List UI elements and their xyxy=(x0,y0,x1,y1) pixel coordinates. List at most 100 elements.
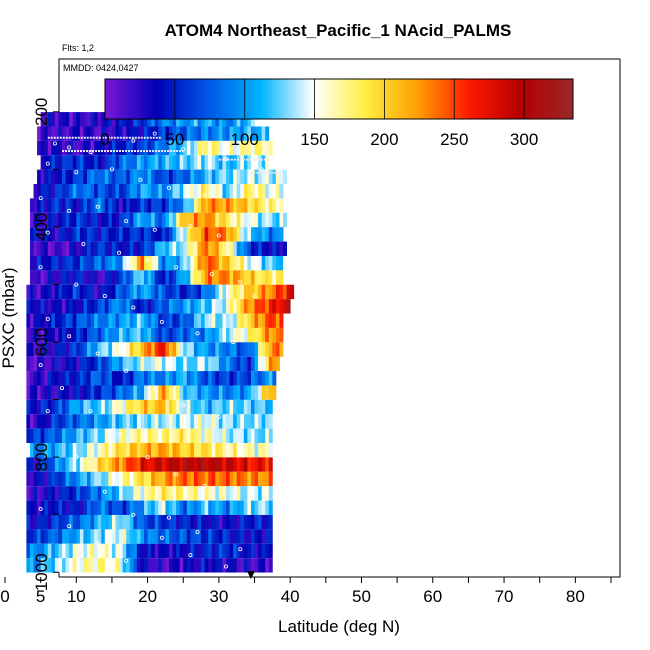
heat-cell xyxy=(151,529,156,544)
heat-cell xyxy=(69,414,74,429)
heat-cell xyxy=(197,327,202,343)
heat-cell xyxy=(101,486,106,501)
heat-cell xyxy=(208,155,213,170)
heat-cell xyxy=(90,212,95,228)
heat-cell xyxy=(108,514,113,530)
heat-cell xyxy=(165,399,170,415)
sample-point xyxy=(95,204,100,209)
heat-cell xyxy=(76,371,81,386)
heat-cell xyxy=(204,428,209,444)
heat-cell xyxy=(119,255,124,271)
location-marker xyxy=(246,571,255,579)
colorbar-swatch xyxy=(561,79,565,119)
heat-cell xyxy=(236,356,241,372)
heat-cell xyxy=(168,284,173,300)
heat-cell xyxy=(97,371,102,386)
heat-cell xyxy=(147,457,152,472)
heat-cell xyxy=(104,399,109,415)
heat-cell xyxy=(72,371,77,386)
heat-cell xyxy=(129,529,134,544)
heat-cell xyxy=(258,198,263,213)
heat-cell xyxy=(83,126,88,141)
heat-cell xyxy=(176,198,181,213)
sample-point xyxy=(166,515,171,520)
heat-cell xyxy=(97,155,102,170)
heat-cell xyxy=(129,327,134,343)
heat-cell xyxy=(54,198,59,213)
heat-cell xyxy=(37,443,42,458)
heat-cell xyxy=(258,356,263,372)
heat-cell xyxy=(119,529,124,544)
heat-cell xyxy=(54,112,59,127)
heat-band xyxy=(26,543,273,559)
heat-cell xyxy=(129,385,134,400)
heat-cell xyxy=(236,500,241,515)
heat-cell xyxy=(90,486,95,501)
heat-cell xyxy=(261,169,266,185)
heat-cell xyxy=(186,558,191,573)
heat-cell xyxy=(229,385,234,400)
heat-cell xyxy=(243,284,248,300)
heat-cell xyxy=(233,342,238,357)
heat-cell xyxy=(90,558,95,573)
heat-cell xyxy=(86,457,91,472)
heat-cell xyxy=(72,227,77,242)
heat-cell xyxy=(240,284,245,300)
sample-point xyxy=(124,368,129,373)
heat-cell xyxy=(254,371,259,386)
colorbar-swatch xyxy=(534,79,539,119)
heat-cell xyxy=(51,212,56,228)
heat-cell xyxy=(108,399,113,415)
heat-cell xyxy=(40,457,45,472)
heat-cell xyxy=(33,558,38,573)
heat-cell xyxy=(158,543,163,559)
heat-cell xyxy=(126,471,131,487)
heat-cell xyxy=(190,500,195,515)
heat-cell xyxy=(54,371,59,386)
heat-cell xyxy=(129,198,134,213)
heat-cell xyxy=(247,227,252,242)
heat-cell xyxy=(254,198,259,213)
heat-cell xyxy=(197,270,202,285)
heat-cell xyxy=(176,342,181,357)
heat-cell xyxy=(29,414,34,429)
colorbar-swatch xyxy=(119,79,124,119)
heat-cell xyxy=(254,126,259,141)
heat-cell xyxy=(240,399,245,415)
heat-cell xyxy=(168,227,173,242)
heat-cell xyxy=(283,241,288,256)
heat-cell xyxy=(144,356,148,372)
heat-cell xyxy=(168,514,173,530)
heat-cell xyxy=(122,255,127,271)
heat-cell xyxy=(265,313,270,328)
heat-cell xyxy=(51,227,56,242)
heat-cell xyxy=(226,327,230,343)
heat-cell xyxy=(176,270,181,285)
heat-cell xyxy=(179,356,184,372)
heat-cell xyxy=(272,371,277,386)
heat-cell xyxy=(122,126,127,141)
sample-point xyxy=(195,331,200,336)
heat-cell xyxy=(215,558,220,573)
heat-cell xyxy=(58,299,63,314)
heat-cell xyxy=(222,255,227,271)
heat-cell xyxy=(226,371,230,386)
heat-cell xyxy=(40,500,45,515)
heat-cell xyxy=(115,299,120,314)
heat-cell xyxy=(243,126,248,141)
heat-cell xyxy=(243,457,248,472)
heat-cell xyxy=(147,428,152,444)
heat-cell xyxy=(176,327,181,343)
heat-cell xyxy=(40,198,45,213)
heat-cell xyxy=(222,471,227,487)
heat-cell xyxy=(62,241,66,256)
heat-cell xyxy=(204,414,209,429)
heat-cell xyxy=(69,457,74,472)
heat-cell xyxy=(69,356,74,372)
heat-cell xyxy=(140,543,145,559)
heat-cell xyxy=(51,155,56,170)
heat-cell xyxy=(72,529,77,544)
colorbar-swatch xyxy=(145,79,150,119)
heat-cell xyxy=(161,443,166,458)
heat-cell xyxy=(129,284,134,300)
